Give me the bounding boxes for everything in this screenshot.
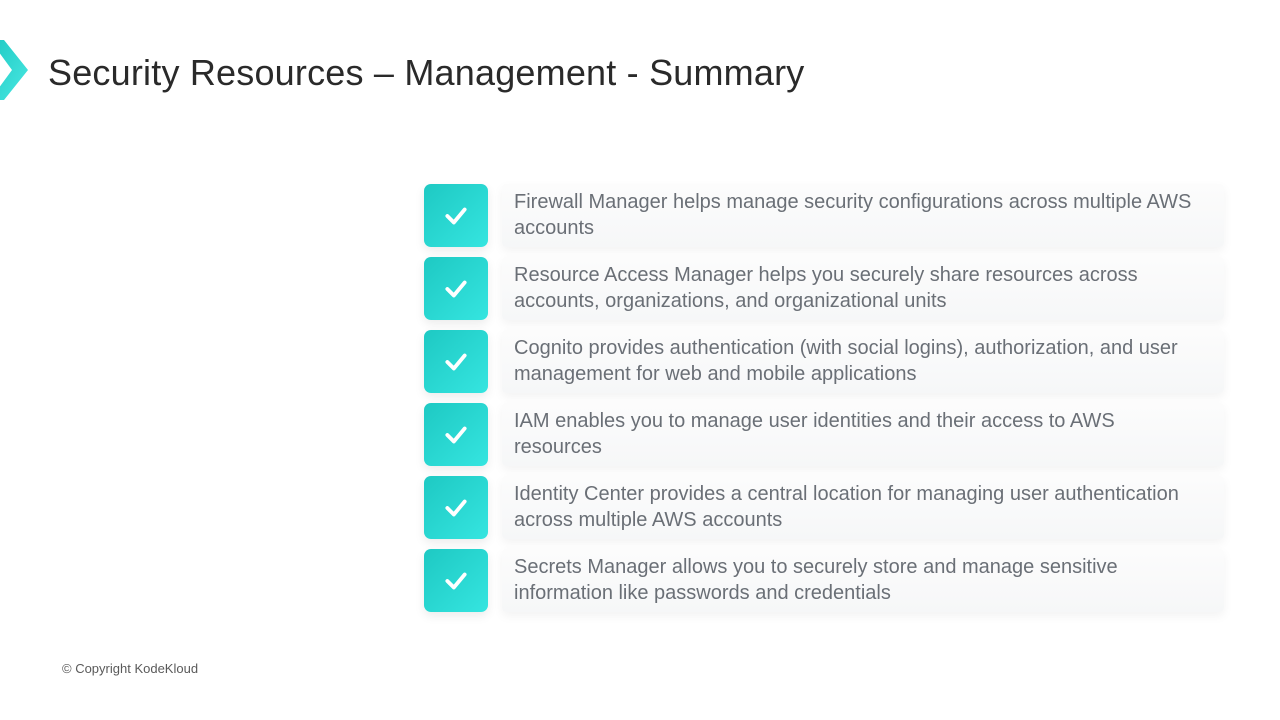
list-item-text: Cognito provides authentication (with so… xyxy=(502,330,1224,393)
check-icon xyxy=(424,184,488,247)
check-icon xyxy=(424,330,488,393)
list-item: Identity Center provides a central locat… xyxy=(424,476,1224,539)
list-item-text: IAM enables you to manage user identitie… xyxy=(502,403,1224,466)
list-item-text: Identity Center provides a central locat… xyxy=(502,476,1224,539)
check-icon xyxy=(424,476,488,539)
list-item-text: Secrets Manager allows you to securely s… xyxy=(502,549,1224,612)
check-icon xyxy=(424,403,488,466)
list-item: Cognito provides authentication (with so… xyxy=(424,330,1224,393)
summary-list: Firewall Manager helps manage security c… xyxy=(424,184,1224,622)
list-item: Firewall Manager helps manage security c… xyxy=(424,184,1224,247)
list-item-text: Firewall Manager helps manage security c… xyxy=(502,184,1224,247)
copyright-text: © Copyright KodeKloud xyxy=(62,661,198,676)
list-item: Resource Access Manager helps you secure… xyxy=(424,257,1224,320)
list-item-text: Resource Access Manager helps you secure… xyxy=(502,257,1224,320)
list-item: IAM enables you to manage user identitie… xyxy=(424,403,1224,466)
check-icon xyxy=(424,549,488,612)
check-icon xyxy=(424,257,488,320)
slide-title: Security Resources – Management - Summar… xyxy=(48,52,804,94)
list-item: Secrets Manager allows you to securely s… xyxy=(424,549,1224,612)
